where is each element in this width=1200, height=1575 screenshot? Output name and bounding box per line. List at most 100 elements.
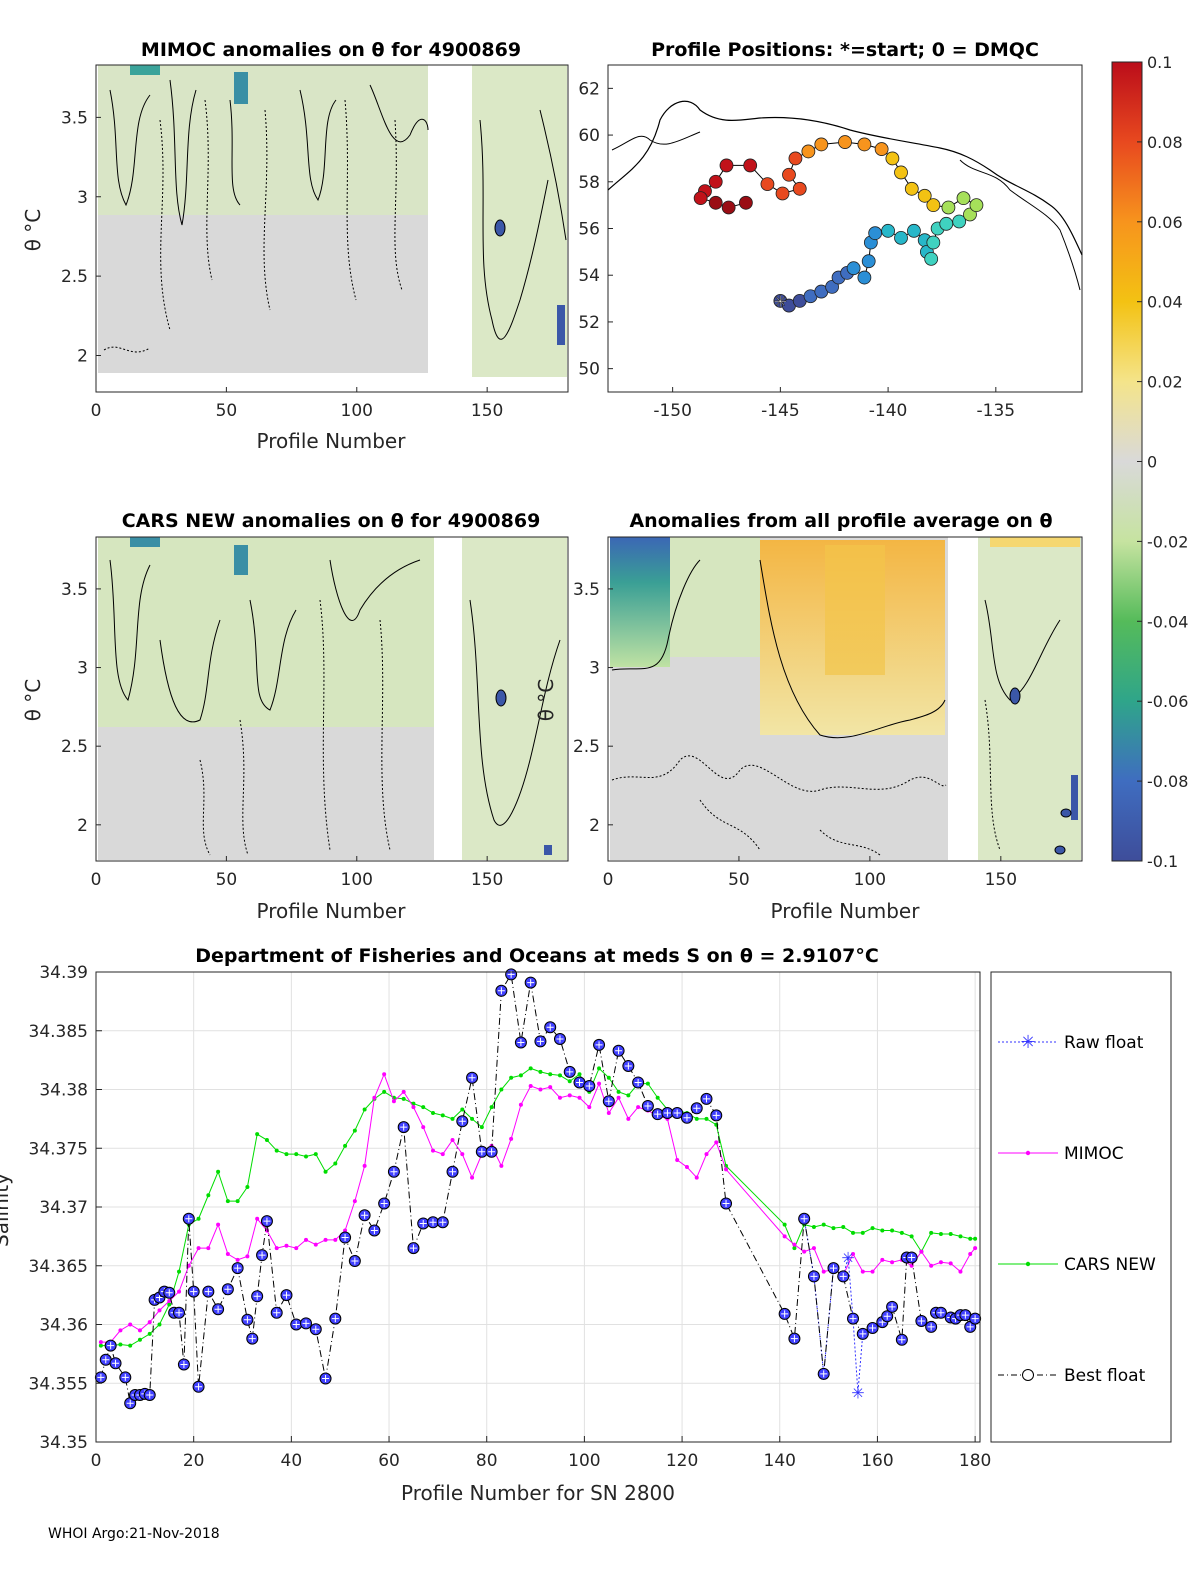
coastline-detail — [611, 131, 1081, 291]
x-tick-label: 120 — [666, 1451, 698, 1471]
positions-panel: Profile Positions: *=start; 0 = DMQC ✳ -… — [578, 39, 1083, 421]
allavg-blue-blob-3 — [1060, 808, 1072, 818]
best-float-marker-cross — [331, 1315, 339, 1323]
best-float-marker-cross — [829, 1264, 837, 1272]
y-tick-label: 60 — [578, 126, 600, 146]
y-tick-label: 34.375 — [29, 1139, 88, 1159]
best-float-marker-cross — [781, 1310, 789, 1318]
mimoc-point — [206, 1246, 211, 1251]
positions-axes-box — [607, 64, 1083, 393]
mimoc-point — [333, 1237, 338, 1242]
cars-new-point — [616, 1089, 621, 1094]
best-float-marker-cross — [566, 1068, 574, 1076]
profile-position-point — [814, 137, 829, 152]
x-tick-label: 50 — [216, 401, 238, 421]
y-tick-label: 3.5 — [573, 580, 600, 600]
cars-new-point — [958, 1234, 963, 1239]
best-float-marker-cross — [234, 1264, 242, 1272]
cars-new-point — [821, 1222, 826, 1227]
cars-new-point — [440, 1113, 445, 1118]
profile-position-point — [775, 186, 790, 201]
profile-position-point — [894, 230, 908, 245]
cars-new-point — [157, 1322, 162, 1327]
cars-new-point — [655, 1095, 660, 1100]
y-tick-label: 34.385 — [29, 1022, 88, 1042]
profile-position-point — [721, 200, 736, 215]
cars-new-point — [98, 1343, 103, 1348]
mimoc-point — [557, 1095, 562, 1100]
raw-float-point: ✳ — [851, 1384, 864, 1403]
profile-position-point — [861, 254, 876, 269]
cars-new-point — [333, 1161, 338, 1166]
mimoc-point — [538, 1087, 543, 1092]
mimoc-point — [304, 1237, 309, 1242]
cars-new-point — [518, 1073, 523, 1078]
mimoc-point — [372, 1095, 377, 1100]
best-float-marker-cross — [224, 1285, 232, 1293]
cars-new-point — [538, 1069, 543, 1074]
x-tick-label: 100 — [341, 401, 373, 421]
best-float-marker-cross — [282, 1291, 290, 1299]
x-tick-label: 20 — [183, 1451, 205, 1471]
mimoc-point — [675, 1158, 680, 1162]
raw-float-line — [803, 1218, 864, 1393]
best-float-marker-cross — [673, 1109, 681, 1117]
profile-position-point — [838, 135, 852, 149]
colorbar-tick-label: -0.1 — [1147, 852, 1178, 871]
legend-best-label: Best float — [1064, 1366, 1146, 1386]
y-tick-label: 3.5 — [61, 580, 88, 600]
y-tick-label: 2 — [589, 816, 600, 836]
cars-new-point — [411, 1101, 416, 1106]
x-tick-label: 100 — [854, 870, 886, 890]
allavg-blue-edge — [1071, 775, 1078, 820]
mimoc-point — [147, 1320, 152, 1325]
profile-position-point — [907, 223, 921, 238]
best-float-marker-cross — [961, 1311, 969, 1319]
x-tick-label: 150 — [985, 870, 1017, 890]
cars-y-ticks: 2 2.5 3 3.5 — [61, 580, 101, 836]
best-float-marker-cross — [654, 1110, 662, 1118]
cars-new-point — [274, 1148, 279, 1153]
cars-blue-edge — [544, 845, 552, 855]
best-float-marker-cross — [536, 1037, 544, 1045]
colorbar-ticks: 0.1 0.08 0.06 0.04 0.02 0 -0.02 -0.04 -0.06 -0.08… — [1137, 53, 1188, 871]
profile-position-point — [743, 158, 758, 173]
cars-new-point — [206, 1193, 211, 1198]
best-float-marker-cross — [883, 1312, 891, 1320]
cars-new-point — [479, 1125, 484, 1130]
best-float-marker-cross — [258, 1251, 266, 1259]
legend-raw-label: Raw float — [1064, 1033, 1144, 1053]
mimoc-point — [216, 1222, 221, 1227]
best-float-marker-cross — [121, 1373, 129, 1381]
mimoc-point — [890, 1260, 895, 1265]
mimoc-point — [880, 1257, 885, 1262]
mimoc-contours — [109, 79, 567, 340]
best-float-marker-cross — [585, 1082, 593, 1090]
mimoc-title: MIMOC anomalies on θ for 4900869 — [141, 39, 521, 61]
y-tick-label: 34.38 — [39, 1081, 88, 1101]
mimoc-point — [811, 1246, 816, 1251]
cars-new-point — [460, 1107, 465, 1112]
y-tick-label: 34.365 — [29, 1257, 88, 1277]
cars-new-point — [626, 1093, 631, 1098]
best-float-marker-cross — [644, 1102, 652, 1110]
cars-new-point — [489, 1105, 494, 1110]
coastline — [607, 100, 1083, 256]
colorbar-tick-label: 0.08 — [1147, 133, 1183, 152]
best-float-marker-cross — [409, 1244, 417, 1252]
profile-position-point — [846, 261, 861, 276]
mimoc-point — [128, 1322, 133, 1327]
best-float-marker-cross — [527, 979, 535, 987]
cars-panel: CARS NEW anomalies on θ for 4900869 0 50 1… — [21, 510, 569, 923]
cars-new-point — [929, 1230, 934, 1235]
y-tick-label: 52 — [578, 313, 600, 333]
mimoc-point — [948, 1261, 953, 1266]
y-tick-label: 62 — [578, 79, 600, 99]
best-float-marker-cross — [849, 1315, 857, 1323]
mimoc-point — [870, 1269, 875, 1274]
mimoc-point — [284, 1243, 289, 1248]
mimoc-green-band — [98, 65, 428, 215]
cars-new-point — [831, 1226, 836, 1231]
mimoc-point — [509, 1136, 514, 1141]
